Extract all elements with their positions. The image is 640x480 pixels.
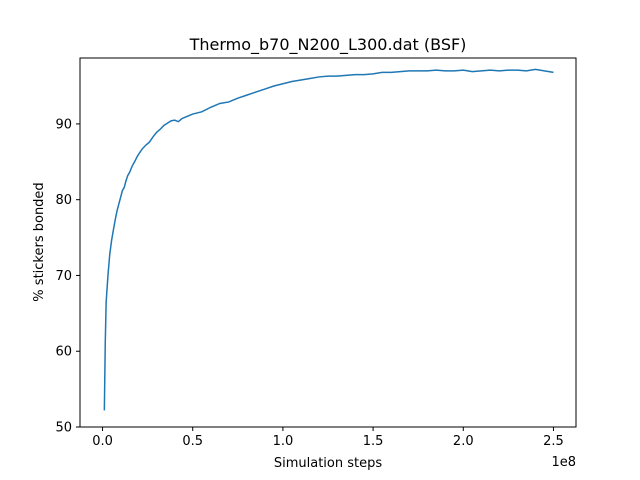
x-axis-offset-label: 1e8 bbox=[551, 455, 576, 470]
x-axis: 0.0 0.5 1.0 1.5 2.0 2.5 bbox=[92, 427, 564, 449]
y-axis-label: % stickers bonded bbox=[32, 182, 47, 301]
plot-area bbox=[103, 68, 554, 411]
y-tick-label: 90 bbox=[55, 117, 72, 132]
axes-frame bbox=[79, 57, 577, 428]
x-tick-label: 2.5 bbox=[543, 434, 564, 449]
y-tick-label: 70 bbox=[55, 269, 72, 284]
y-tick-label: 80 bbox=[55, 193, 72, 208]
series-line-0 bbox=[103, 68, 554, 411]
y-tick-label: 50 bbox=[55, 421, 72, 436]
y-axis: 50 60 70 80 90 bbox=[55, 117, 80, 436]
x-tick-label: 1.5 bbox=[363, 434, 384, 449]
x-tick-label: 0.0 bbox=[92, 434, 113, 449]
y-tick-label: 60 bbox=[55, 345, 72, 360]
x-axis-label: Simulation steps bbox=[274, 456, 382, 471]
x-tick-label: 1.0 bbox=[273, 434, 294, 449]
x-tick-label: 2.0 bbox=[453, 434, 474, 449]
chart-title: Thermo_b70_N200_L300.dat (BSF) bbox=[189, 35, 467, 55]
x-tick-label: 0.5 bbox=[182, 434, 203, 449]
